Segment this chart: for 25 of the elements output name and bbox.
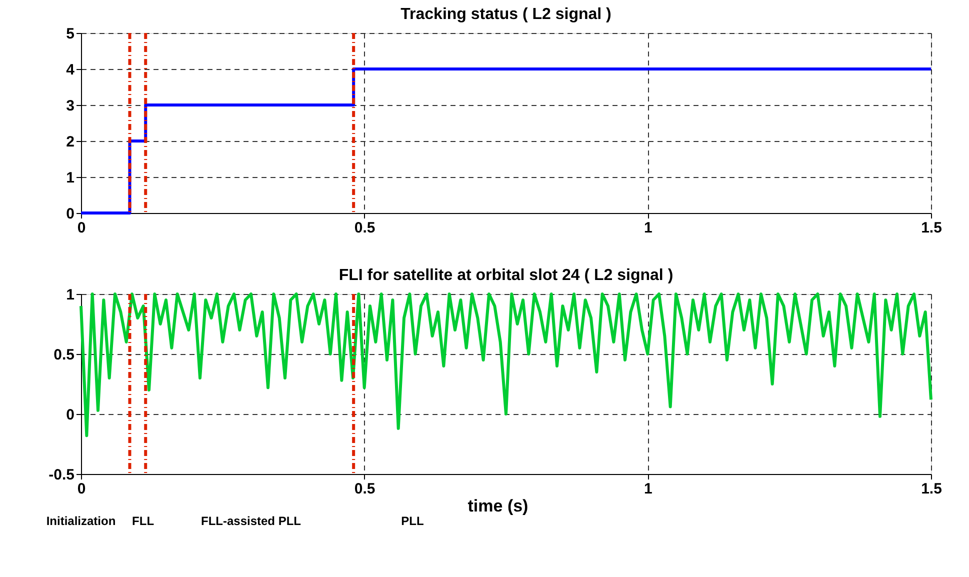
chart-title: FLI for satellite at orbital slot 24 ( L2 signal ) [338, 267, 674, 284]
text: FLL [132, 514, 154, 528]
y-tick-label: 1 [66, 286, 74, 304]
x-axis-title: time (s) [468, 496, 528, 516]
y-tick-label: 0 [66, 406, 74, 424]
x-tick-label: 0 [77, 480, 86, 498]
text: Initialization [46, 514, 116, 528]
text: FLL-assisted PLL [200, 514, 302, 528]
x-tick-label: 0.5 [354, 220, 376, 236]
chart-title: Tracking status ( L2 signal ) [400, 6, 612, 23]
y-tick-label: 1 [66, 170, 74, 186]
x-tick-label: 1 [644, 220, 652, 236]
x-tick-label: 1.5 [921, 480, 942, 498]
x-tick-label: 0.5 [354, 480, 376, 498]
y-tick-label: 0 [66, 206, 74, 222]
x-tick-label: 1 [644, 480, 652, 498]
y-tick-label: 4 [66, 62, 76, 78]
x-tick-label: 1.5 [921, 220, 942, 236]
y-tick-label: 3 [66, 98, 74, 114]
text: PLL [401, 514, 424, 528]
y-tick-label: 0.5 [54, 346, 74, 364]
y-tick-label: 2 [66, 134, 74, 150]
y-tick-label: -0.5 [48, 466, 74, 484]
y-tick-label: 5 [66, 26, 74, 42]
x-tick-label: 0 [77, 220, 86, 236]
